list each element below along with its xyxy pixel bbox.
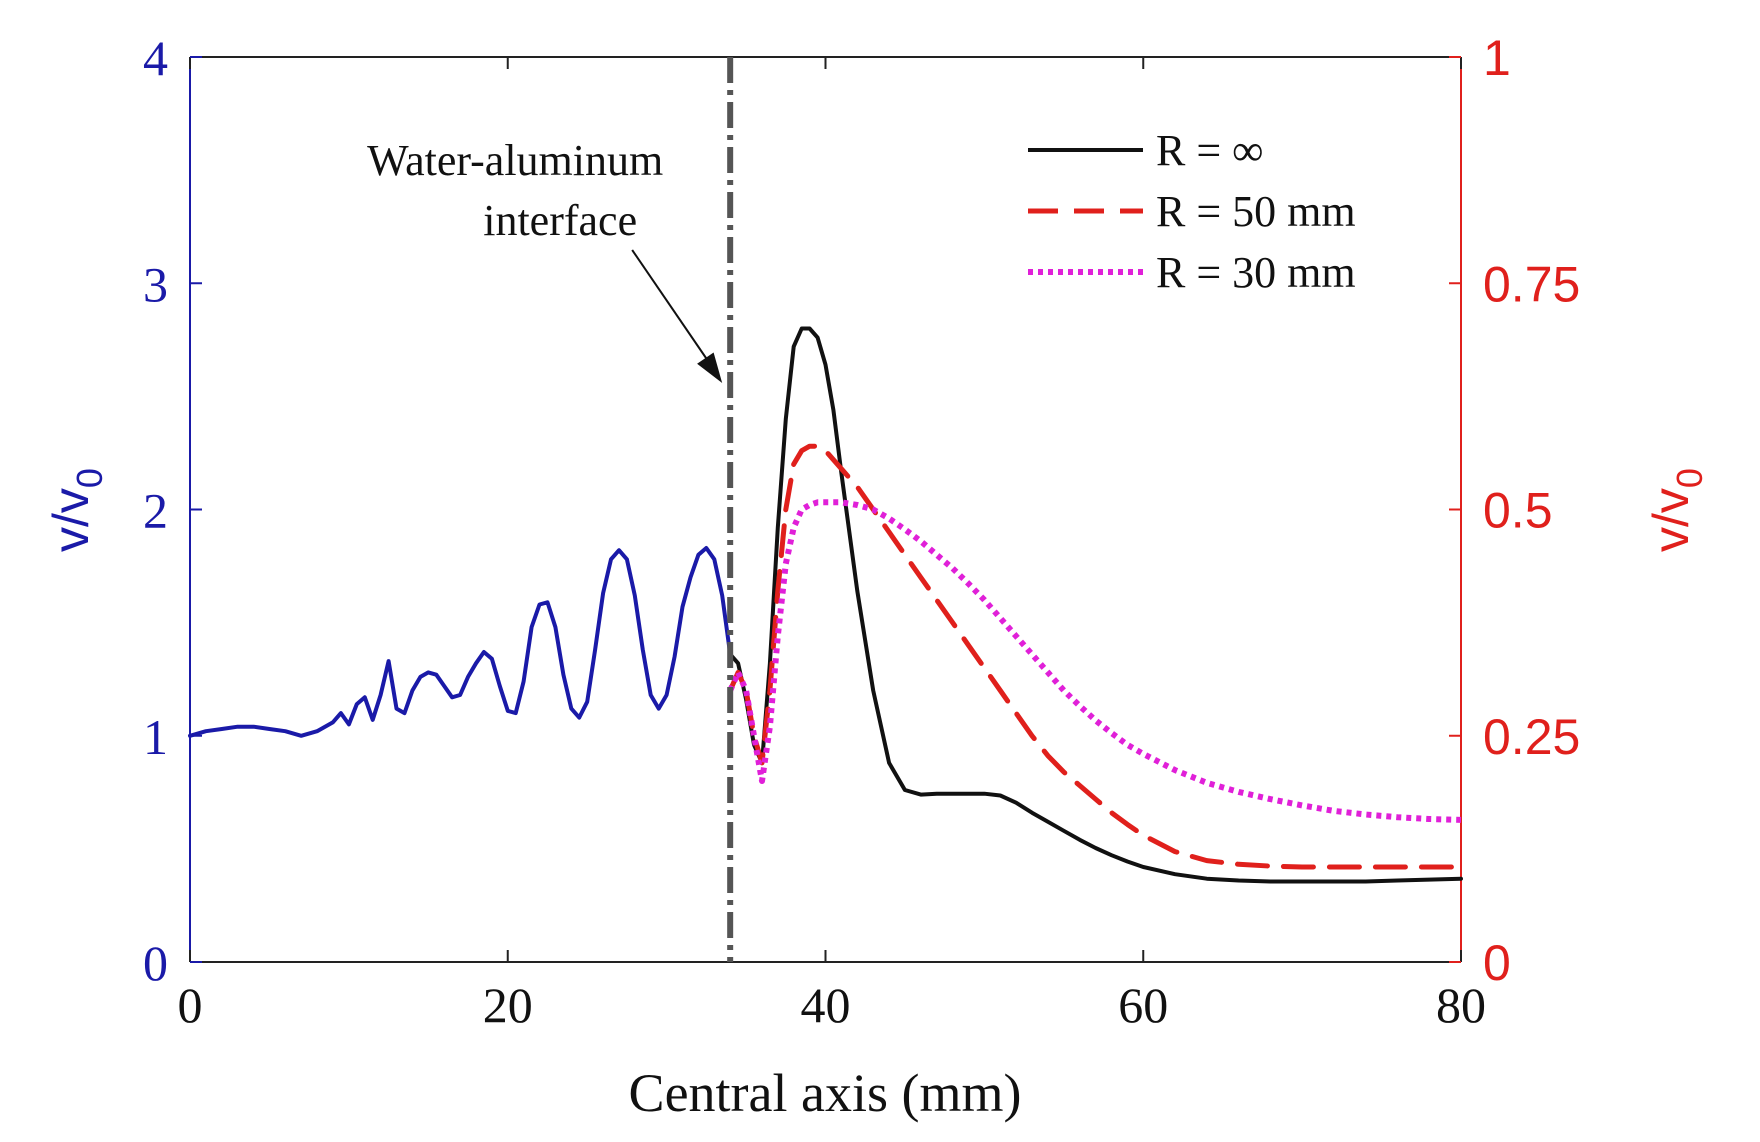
x-tick-label: 60 <box>1118 977 1168 1033</box>
right-y-tick-label: 1 <box>1483 30 1511 86</box>
right-y-axis-label: v/v0 <box>1643 468 1710 552</box>
x-axis-label: Central axis (mm) <box>629 1063 1022 1123</box>
right-y-label-sub: 0 <box>1669 468 1710 488</box>
left-y-ticks: 0 1 2 3 4 <box>143 30 202 991</box>
series-line-r-30-mm <box>727 499 1462 823</box>
interface-label-line1: Water-aluminum <box>367 136 663 185</box>
left-y-label-main: v/v <box>43 488 99 552</box>
legend-label: R = 50 mm <box>1156 187 1356 236</box>
left-y-tick-label: 3 <box>143 256 168 312</box>
interface-arrow-head <box>697 352 723 383</box>
left-y-tick-label: 4 <box>143 30 168 86</box>
series-line-r <box>728 326 1463 884</box>
left-y-tick-label: 2 <box>143 483 168 539</box>
right-y-tick-label: 0 <box>1483 935 1511 991</box>
series-layer <box>188 326 1464 884</box>
right-y-ticks: 0 0.25 0.5 0.75 1 <box>1449 30 1580 991</box>
right-y-label-main: v/v <box>1643 488 1699 552</box>
x-tick-label: 0 <box>178 977 203 1033</box>
x-tick-label: 80 <box>1436 977 1486 1033</box>
legend-label: R = ∞ <box>1156 126 1264 175</box>
legend-label: R = 30 mm <box>1156 248 1356 297</box>
x-ticks: 0 20 40 60 80 <box>178 57 1486 1033</box>
left-y-tick-label: 0 <box>143 935 168 991</box>
right-y-tick-label: 0.25 <box>1483 709 1580 765</box>
left-y-axis-label: v/v0 <box>43 468 110 552</box>
left-y-label-sub: 0 <box>69 468 110 488</box>
interface-layer: Water-aluminum interface <box>367 57 734 962</box>
series-line-r-50-mm <box>727 443 1464 870</box>
right-y-tick-label: 0.5 <box>1483 483 1553 539</box>
x-tick-label: 40 <box>801 977 851 1033</box>
x-tick-label: 20 <box>483 977 533 1033</box>
right-y-tick-label: 0.75 <box>1483 256 1580 312</box>
left-y-tick-label: 1 <box>143 709 168 765</box>
interface-label-line2: interface <box>483 196 637 245</box>
interface-arrow <box>631 249 714 368</box>
legend: R = ∞ R = 50 mm R = 30 mm <box>1028 126 1356 297</box>
series-line-water <box>188 546 733 738</box>
